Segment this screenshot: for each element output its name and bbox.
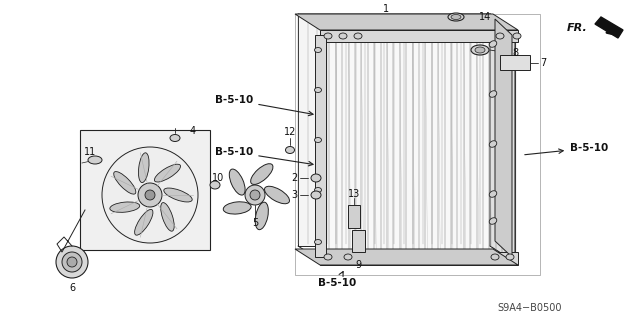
Text: 2: 2 <box>291 173 297 183</box>
Polygon shape <box>595 17 623 38</box>
Ellipse shape <box>489 41 497 47</box>
Circle shape <box>250 190 260 200</box>
Text: 14: 14 <box>479 12 491 22</box>
Text: 3: 3 <box>291 190 297 200</box>
Ellipse shape <box>324 254 332 260</box>
Ellipse shape <box>164 188 192 202</box>
Text: 13: 13 <box>348 189 360 199</box>
Ellipse shape <box>314 138 321 142</box>
Ellipse shape <box>314 188 321 193</box>
Text: 7: 7 <box>540 58 546 68</box>
Ellipse shape <box>344 254 352 260</box>
Text: B-5-10: B-5-10 <box>215 147 313 166</box>
Polygon shape <box>295 14 518 30</box>
Text: 9: 9 <box>355 260 361 270</box>
Circle shape <box>56 246 88 278</box>
Ellipse shape <box>223 202 251 214</box>
Polygon shape <box>348 205 360 228</box>
Polygon shape <box>500 55 530 70</box>
Polygon shape <box>495 19 512 257</box>
Polygon shape <box>320 30 518 42</box>
Polygon shape <box>490 14 515 262</box>
Polygon shape <box>323 30 515 262</box>
Polygon shape <box>80 130 210 250</box>
Text: 4: 4 <box>190 126 196 136</box>
Ellipse shape <box>134 209 153 235</box>
Text: 6: 6 <box>69 283 75 293</box>
Ellipse shape <box>491 254 499 260</box>
Ellipse shape <box>489 141 497 147</box>
Ellipse shape <box>314 239 321 244</box>
Text: 10: 10 <box>212 173 224 183</box>
Ellipse shape <box>354 33 362 39</box>
Ellipse shape <box>251 164 273 184</box>
Circle shape <box>67 257 77 267</box>
Ellipse shape <box>489 218 497 224</box>
Circle shape <box>138 183 162 207</box>
Ellipse shape <box>285 147 294 154</box>
Polygon shape <box>298 14 515 30</box>
Ellipse shape <box>496 33 504 39</box>
Ellipse shape <box>255 202 268 230</box>
Ellipse shape <box>489 91 497 97</box>
Ellipse shape <box>110 202 140 212</box>
Ellipse shape <box>88 156 102 164</box>
Circle shape <box>102 147 198 243</box>
Ellipse shape <box>114 172 136 194</box>
Ellipse shape <box>170 134 180 141</box>
Ellipse shape <box>311 174 321 182</box>
Text: 11: 11 <box>84 147 96 157</box>
Ellipse shape <box>339 33 347 39</box>
Ellipse shape <box>475 47 485 53</box>
Polygon shape <box>295 249 518 265</box>
Ellipse shape <box>324 33 332 39</box>
Ellipse shape <box>314 87 321 92</box>
Text: B-5-10: B-5-10 <box>318 272 356 288</box>
Circle shape <box>145 190 155 200</box>
Ellipse shape <box>451 14 461 20</box>
Ellipse shape <box>471 45 489 55</box>
Ellipse shape <box>506 254 514 260</box>
Text: FR.: FR. <box>567 23 588 33</box>
Text: 12: 12 <box>284 127 296 137</box>
Ellipse shape <box>311 191 321 199</box>
Text: B-5-10: B-5-10 <box>525 143 608 155</box>
Circle shape <box>245 185 265 205</box>
Text: 8: 8 <box>512 48 518 58</box>
Ellipse shape <box>264 186 289 204</box>
Polygon shape <box>320 252 518 265</box>
Text: 1: 1 <box>383 4 389 14</box>
Ellipse shape <box>154 164 180 182</box>
Text: B-5-10: B-5-10 <box>215 95 313 116</box>
Polygon shape <box>298 14 490 246</box>
Ellipse shape <box>161 203 174 231</box>
Ellipse shape <box>513 33 521 39</box>
Ellipse shape <box>314 47 321 52</box>
Text: 5: 5 <box>252 218 258 228</box>
Ellipse shape <box>229 169 245 195</box>
Circle shape <box>62 252 82 272</box>
Ellipse shape <box>448 13 464 21</box>
Ellipse shape <box>138 153 149 183</box>
Text: S9A4−B0500: S9A4−B0500 <box>498 303 563 313</box>
Polygon shape <box>352 230 365 252</box>
Polygon shape <box>315 35 326 257</box>
Ellipse shape <box>489 191 497 197</box>
Ellipse shape <box>210 181 220 189</box>
